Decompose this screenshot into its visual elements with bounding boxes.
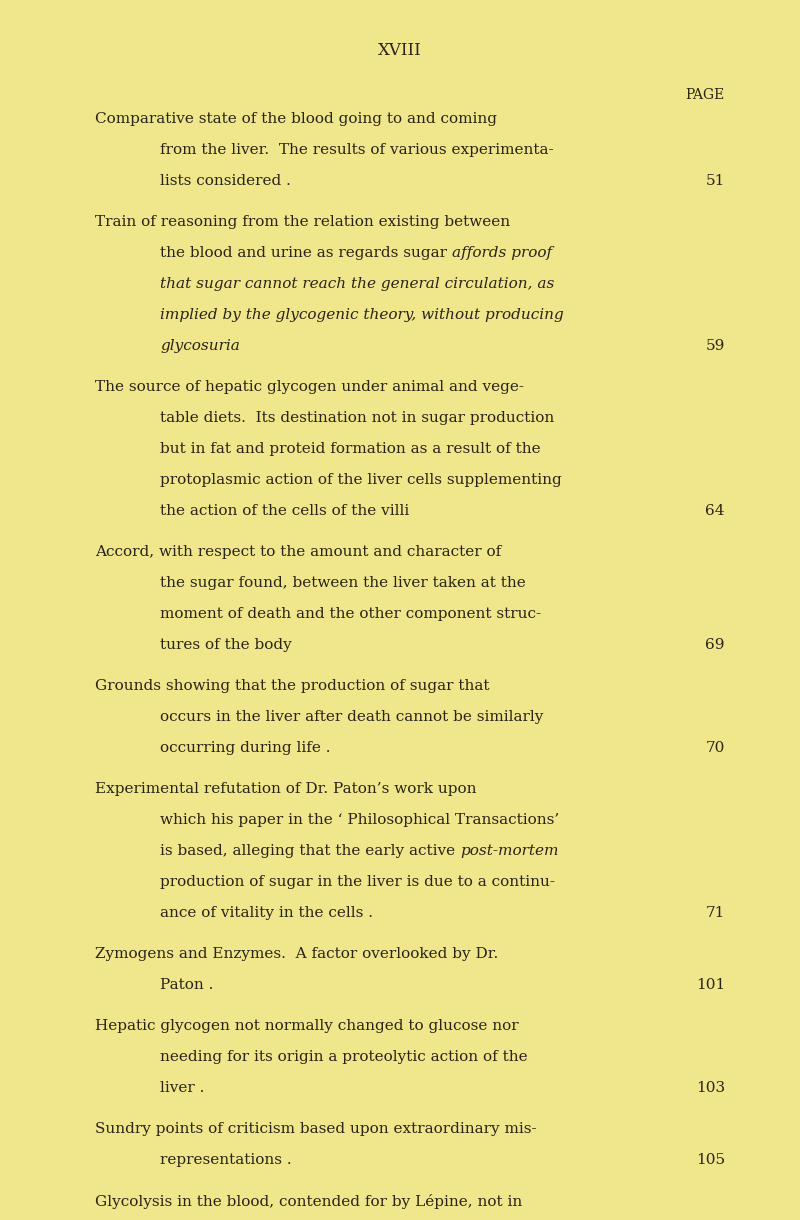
Text: needing for its origin a proteolytic action of the: needing for its origin a proteolytic act… [160,1050,528,1064]
Text: the blood and urine as regards sugar: the blood and urine as regards sugar [160,246,452,260]
Text: the sugar found, between the liver taken at the: the sugar found, between the liver taken… [160,576,526,590]
Text: Glycolysis in the blood, contended for by Lépine, not in: Glycolysis in the blood, contended for b… [95,1194,522,1209]
Text: Sundry points of criticism based upon extraordinary mis-: Sundry points of criticism based upon ex… [95,1122,537,1136]
Text: 59: 59 [706,339,725,353]
Text: 51: 51 [706,174,725,188]
Text: Accord, with respect to the amount and character of: Accord, with respect to the amount and c… [95,545,502,559]
Text: production of sugar in the liver is due to a continu-: production of sugar in the liver is due … [160,875,555,889]
Text: 64: 64 [706,504,725,518]
Text: XVIII: XVIII [378,41,422,59]
Text: but in fat and proteid formation as a result of the: but in fat and proteid formation as a re… [160,442,541,456]
Text: liver .: liver . [160,1081,204,1096]
Text: Zymogens and Enzymes.  A factor overlooked by Dr.: Zymogens and Enzymes. A factor overlooke… [95,947,498,961]
Text: Hepatic glycogen not normally changed to glucose nor: Hepatic glycogen not normally changed to… [95,1019,518,1033]
Text: post-mortem: post-mortem [460,844,558,858]
Text: Comparative state of the blood going to and coming: Comparative state of the blood going to … [95,112,497,126]
Text: tures of the body: tures of the body [160,638,292,651]
Text: that sugar cannot reach the general circulation, as: that sugar cannot reach the general circ… [160,277,554,292]
Text: PAGE: PAGE [686,88,725,102]
Text: protoplasmic action of the liver cells supplementing: protoplasmic action of the liver cells s… [160,473,562,487]
Text: glycosuria: glycosuria [160,339,240,353]
Text: representations .: representations . [160,1153,292,1168]
Text: ance of vitality in the cells .: ance of vitality in the cells . [160,906,373,920]
Text: 71: 71 [706,906,725,920]
Text: Grounds showing that the production of sugar that: Grounds showing that the production of s… [95,680,490,693]
Text: Paton .: Paton . [160,978,214,992]
Text: Experimental refutation of Dr. Paton’s work upon: Experimental refutation of Dr. Paton’s w… [95,782,477,795]
Text: implied by the glycogenic theory, without producing: implied by the glycogenic theory, withou… [160,307,564,322]
Text: lists considered .: lists considered . [160,174,291,188]
Text: 105: 105 [696,1153,725,1168]
Text: The source of hepatic glycogen under animal and vege-: The source of hepatic glycogen under ani… [95,379,524,394]
Text: 69: 69 [706,638,725,651]
Text: affords proof: affords proof [452,246,552,260]
Text: 103: 103 [696,1081,725,1096]
Text: occurring during life .: occurring during life . [160,741,330,755]
Text: 70: 70 [706,741,725,755]
Text: moment of death and the other component struc-: moment of death and the other component … [160,608,541,621]
Text: table diets.  Its destination not in sugar production: table diets. Its destination not in suga… [160,411,554,425]
Text: Train of reasoning from the relation existing between: Train of reasoning from the relation exi… [95,215,510,229]
Text: occurs in the liver after death cannot be similarly: occurs in the liver after death cannot b… [160,710,543,723]
Text: 101: 101 [696,978,725,992]
Text: is based, alleging that the early active: is based, alleging that the early active [160,844,460,858]
Text: the action of the cells of the villi: the action of the cells of the villi [160,504,410,518]
Text: from the liver.  The results of various experimenta-: from the liver. The results of various e… [160,143,554,157]
Text: which his paper in the ‘ Philosophical Transactions’: which his paper in the ‘ Philosophical T… [160,813,559,827]
